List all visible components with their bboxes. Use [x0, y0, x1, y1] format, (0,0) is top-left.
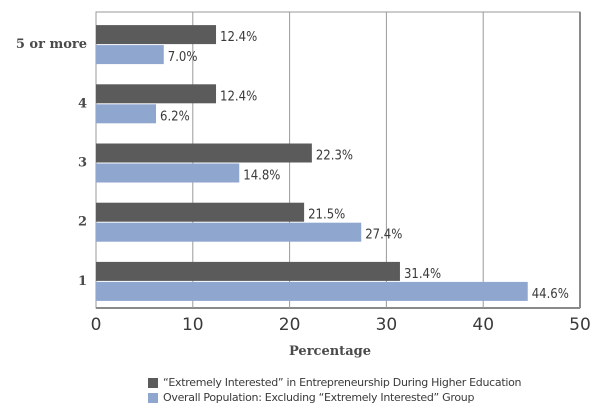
bar-s1-c3	[96, 222, 362, 242]
data-label-s0-c3: 21.5%	[308, 208, 345, 223]
x-tick-label-40: 40	[472, 315, 494, 335]
category-label-4: 1	[78, 274, 87, 289]
legend: “Extremely Interested” in Entrepreneursh…	[148, 375, 522, 405]
data-label-s0-c0: 12.4%	[220, 30, 257, 45]
x-tick-label-0: 0	[91, 315, 102, 335]
bar-s1-c2	[96, 163, 240, 183]
bar-s1-c1	[96, 104, 157, 124]
legend-swatch-extremely-interested	[148, 377, 158, 388]
legend-label-overall-population: Overall Population: Excluding “Extremely…	[163, 391, 475, 404]
data-label-s1-c0: 7.0%	[168, 50, 198, 65]
data-label-s1-c4: 44.6%	[532, 287, 569, 302]
x-axis-label: Percentage	[289, 344, 371, 359]
data-label-s0-c2: 22.3%	[316, 149, 353, 164]
data-label-s0-c4: 31.4%	[404, 267, 441, 282]
x-tick-label-10: 10	[182, 315, 204, 335]
x-tick-label-20: 20	[279, 315, 301, 335]
bar-s1-c4	[96, 281, 528, 301]
bar-s0-c1	[96, 84, 217, 104]
bar-s0-c2	[96, 143, 312, 163]
category-label-3: 2	[78, 215, 87, 230]
bar-s0-c3	[96, 202, 305, 222]
data-label-s1-c3: 27.4%	[365, 228, 402, 243]
data-label-s0-c1: 12.4%	[220, 89, 257, 104]
category-label-0: 5 or more	[16, 37, 87, 52]
data-label-s1-c1: 6.2%	[160, 109, 190, 124]
x-tick-label-30: 30	[376, 315, 398, 335]
bar-s1-c0	[96, 45, 164, 65]
category-label-1: 4	[78, 96, 87, 111]
legend-swatch-overall-population	[148, 392, 158, 403]
data-label-s1-c2: 14.8%	[243, 169, 280, 184]
bar-s0-c4	[96, 261, 400, 281]
legend-label-extremely-interested: “Extremely Interested” in Entrepreneursh…	[163, 376, 522, 389]
bar-s0-c0	[96, 25, 217, 45]
legend-item-extremely-interested: “Extremely Interested” in Entrepreneursh…	[148, 375, 522, 390]
category-label-2: 3	[78, 156, 87, 171]
legend-item-overall-population: Overall Population: Excluding “Extremely…	[148, 390, 521, 405]
x-tick-label-50: 50	[569, 315, 590, 335]
